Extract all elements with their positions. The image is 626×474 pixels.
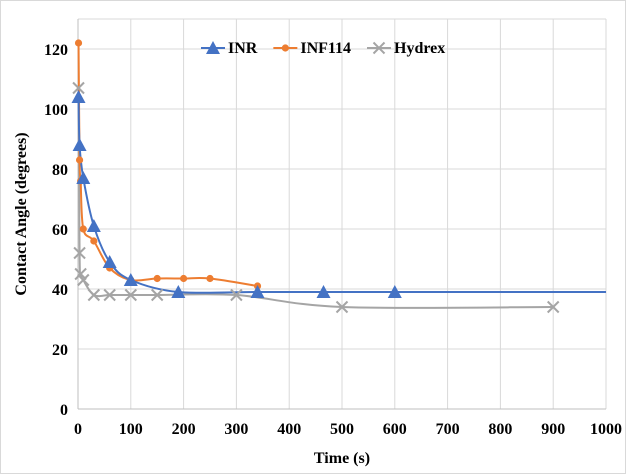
legend-marker: [206, 41, 220, 54]
x-marker-stroke: [150, 288, 164, 302]
data-point-inr: [86, 219, 101, 232]
data-point-inr: [250, 285, 265, 298]
data-point-inr: [171, 285, 186, 298]
data-point-hydrex: [150, 288, 164, 302]
series-line-hydrex: [77, 87, 554, 309]
data-point-hydrex: [77, 273, 90, 287]
data-point-inr: [102, 255, 117, 268]
legend-label: INR: [228, 40, 258, 57]
y-tick-label: 20: [52, 342, 68, 359]
x-marker-stroke: [546, 300, 560, 314]
x-tick-label: 400: [277, 421, 301, 438]
legend-label: INF114: [300, 40, 351, 57]
x-tick-label: 700: [436, 421, 460, 438]
data-point-inr: [316, 285, 331, 298]
x-tick-label: 0: [74, 421, 82, 438]
x-marker-stroke: [335, 300, 349, 314]
x-tick-label: 600: [383, 421, 407, 438]
data-point-inf114: [75, 156, 84, 164]
x-tick-label: 300: [224, 421, 248, 438]
x-marker-stroke: [77, 273, 90, 287]
data-point-hydrex: [73, 246, 86, 260]
legend-item-inf114: INF114: [273, 40, 351, 57]
y-tick-label: 80: [52, 162, 68, 179]
x-marker-stroke: [73, 246, 86, 260]
y-tick-label: 100: [44, 102, 68, 119]
y-tick-label: 120: [44, 42, 68, 59]
x-tick-label: 200: [172, 421, 196, 438]
data-point-inr: [387, 285, 402, 298]
data-point-hydrex: [124, 288, 138, 302]
x-marker-stroke: [372, 41, 386, 55]
x-marker-stroke: [230, 288, 243, 302]
data-point-inf114: [90, 237, 98, 245]
data-point-hydrex: [335, 300, 349, 314]
data-point-inf114: [206, 274, 214, 283]
legend-item-hydrex: Hydrex: [367, 40, 445, 57]
data-point-inr: [123, 273, 138, 286]
x-axis-title: Time (s): [314, 450, 370, 467]
data-point-inf114: [79, 225, 87, 233]
data-point-hydrex: [230, 288, 243, 302]
data-point-hydrex: [87, 288, 101, 302]
x-marker-stroke: [87, 288, 101, 302]
legend-marker: [372, 41, 386, 55]
data-point-inr: [72, 138, 87, 151]
x-marker-stroke: [103, 288, 116, 302]
y-tick-label: 60: [52, 222, 68, 239]
y-tick-label: 0: [60, 402, 68, 419]
data-point-hydrex: [546, 300, 560, 314]
legend-marker: [281, 44, 289, 52]
data-point-inr: [71, 90, 86, 103]
y-tick-label: 40: [52, 282, 68, 299]
legend-item-inr: INR: [201, 40, 258, 57]
gridlines: [78, 18, 607, 409]
x-tick-label: 100: [119, 421, 143, 438]
x-tick-label: 1000: [590, 421, 622, 438]
y-axis-title: Contact Angle (degrees): [13, 132, 30, 295]
data-point-inf114: [180, 274, 188, 283]
legend: INR INF114 Hydrex: [201, 40, 445, 57]
x-tick-label: 900: [541, 421, 565, 438]
data-point-inf114: [153, 274, 161, 283]
x-marker-stroke: [72, 81, 85, 95]
series-line-inf114: [77, 42, 258, 287]
x-tick-label: 500: [330, 421, 354, 438]
x-tick-label: 800: [488, 421, 512, 438]
series-plot-area: [71, 39, 606, 314]
series-line-inr: [77, 96, 395, 294]
legend-label: Hydrex: [394, 40, 445, 57]
data-point-inr: [76, 171, 91, 184]
data-point-inf114: [74, 39, 83, 47]
x-marker-stroke: [74, 267, 87, 281]
data-point-hydrex: [103, 288, 116, 302]
x-marker-stroke: [124, 288, 138, 302]
data-point-hydrex: [72, 81, 85, 95]
tick-labels: 0 100 200 300 400 500 600 700 800 900 1000 0 20 40 60 8…: [44, 42, 622, 438]
